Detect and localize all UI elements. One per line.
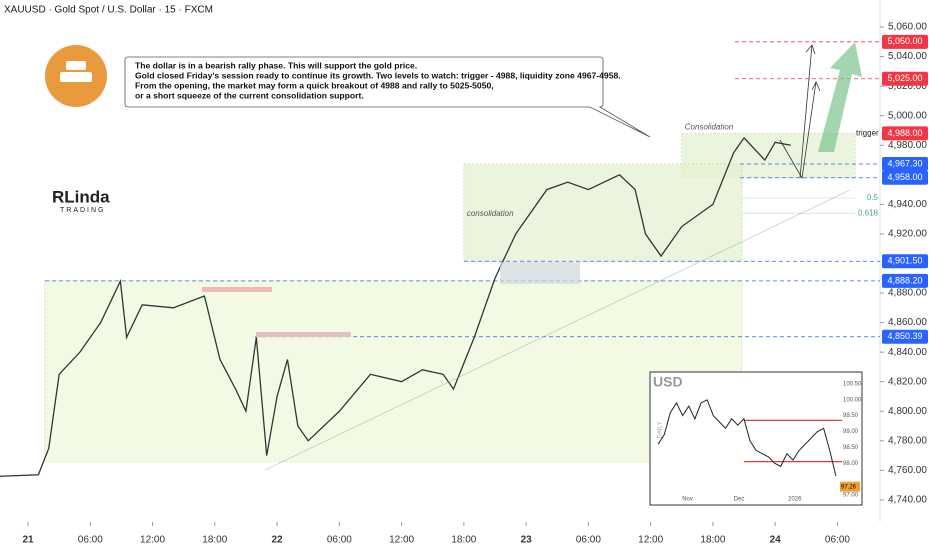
- y-tick-label: 4,760.00: [888, 465, 927, 476]
- x-tick-label: 06:00: [825, 535, 850, 546]
- usd-line: [657, 399, 837, 477]
- level-tag: [882, 254, 928, 269]
- note-line: The dollar is in a bearish rally phase. …: [135, 60, 417, 70]
- zone-label: consolidation: [467, 209, 514, 218]
- x-tick-label: 18:00: [700, 535, 725, 546]
- level-label: 4,901.50: [887, 256, 922, 266]
- x-tick-label: 18:00: [202, 535, 227, 546]
- y-tick-label: 4,920.00: [888, 229, 927, 240]
- last-tag: [840, 481, 860, 492]
- arrow-head: [805, 44, 816, 55]
- level-label: 4,967.30: [887, 158, 922, 168]
- consolidation-zone: [44, 280, 743, 463]
- note-line: Gold closed Friday's session ready to co…: [135, 70, 621, 80]
- inset-chart: USD DAILY 100.50 100.00 99.50 99.00 98.50 98.00…: [649, 371, 863, 506]
- y-tick-label: 5,020.00: [888, 81, 927, 92]
- inset-y-tick: 100.50: [843, 382, 862, 388]
- projection-arrow: [799, 44, 813, 179]
- target-arrow: [818, 42, 862, 152]
- x-tick-label: 12:00: [140, 535, 165, 546]
- projection-arrow: [779, 81, 817, 180]
- y-tick-label: 5,040.00: [888, 51, 927, 62]
- y-tick-label: 4,880.00: [888, 288, 927, 299]
- x-tick-label: 12:00: [638, 535, 663, 546]
- inset-ylabel: DAILY: [658, 422, 664, 439]
- price-line: [0, 136, 791, 477]
- x-tick-label: 06:00: [576, 535, 601, 546]
- inset-y-tick: 97.00: [843, 493, 859, 499]
- brand-sub: TRADING: [60, 207, 106, 214]
- fib-label: 0.5: [867, 193, 879, 202]
- x-tick-label: 06:00: [327, 535, 352, 546]
- x-tick-label: 23: [521, 535, 533, 546]
- level-label: 5,050.00: [887, 36, 922, 46]
- brand-name: RLinda: [52, 187, 110, 206]
- inset-y-tick: 98.00: [843, 461, 859, 467]
- inset-x-tick: 2026: [788, 497, 802, 503]
- arrow-head: [811, 81, 821, 92]
- note-box: [124, 56, 651, 138]
- y-tick-label: 5,000.00: [888, 110, 927, 121]
- inset-y-tick: 99.00: [843, 429, 859, 435]
- inset-y-tick: 98.50: [843, 445, 859, 451]
- x-tick-label: 22: [272, 535, 284, 546]
- inset-x-tick: Nov: [682, 497, 693, 503]
- inset-frame: [649, 371, 863, 506]
- y-tick-label: 4,840.00: [888, 347, 927, 358]
- last-label: 97.26: [841, 484, 857, 490]
- inset-y-tick: 99.50: [843, 413, 859, 419]
- x-tick-label: 21: [22, 535, 34, 546]
- note-line: From the opening, the market may form a …: [135, 80, 494, 90]
- logo-bar: [66, 61, 86, 70]
- fib-label: 0.618: [858, 208, 879, 217]
- logo-bar: [60, 72, 92, 82]
- x-tick-label: 06:00: [78, 535, 103, 546]
- level-label: 5,025.00: [887, 73, 922, 83]
- level-label: 4,988.00: [887, 128, 922, 138]
- level-tag: [882, 71, 928, 86]
- level-tag: [882, 126, 928, 141]
- y-tick-label: 5,060.00: [888, 22, 927, 33]
- y-tick-label: 4,820.00: [888, 376, 927, 387]
- note-line: or a short squeeze of the current consol…: [135, 90, 364, 100]
- level-tag: [882, 170, 928, 185]
- level-tag: [882, 34, 928, 49]
- x-tick-label: 12:00: [389, 535, 414, 546]
- y-tick-label: 4,980.00: [888, 140, 927, 151]
- zone-label: Consolidation: [685, 123, 734, 132]
- level-label: 4,850.39: [887, 331, 922, 341]
- inset-y-tick: 100.00: [843, 397, 862, 403]
- supply-zone: [202, 287, 272, 292]
- inset-title: USD: [653, 374, 683, 390]
- level-tag: [882, 157, 928, 172]
- time-axis: [0, 522, 932, 550]
- chart-title: XAUUSD · Gold Spot / U.S. Dollar · 15 · …: [4, 5, 213, 16]
- x-tick-label: 18:00: [451, 535, 476, 546]
- x-tick-label: 24: [770, 535, 782, 546]
- level-tag: [882, 329, 928, 344]
- trend-line: [264, 189, 851, 471]
- level-tag: [882, 273, 928, 288]
- level-label: 4,888.20: [887, 275, 922, 285]
- y-tick-label: 4,780.00: [888, 435, 927, 446]
- gap-zone: [500, 262, 580, 284]
- inset-x-tick: Dec: [734, 497, 745, 503]
- y-tick-label: 4,860.00: [888, 317, 927, 328]
- trigger-label: trigger: [856, 129, 879, 138]
- y-tick-label: 4,800.00: [888, 406, 927, 417]
- y-tick-label: 4,740.00: [888, 495, 927, 506]
- level-label: 4,958.00: [887, 172, 922, 182]
- y-tick-label: 4,940.00: [888, 199, 927, 210]
- supply-zone: [256, 332, 351, 337]
